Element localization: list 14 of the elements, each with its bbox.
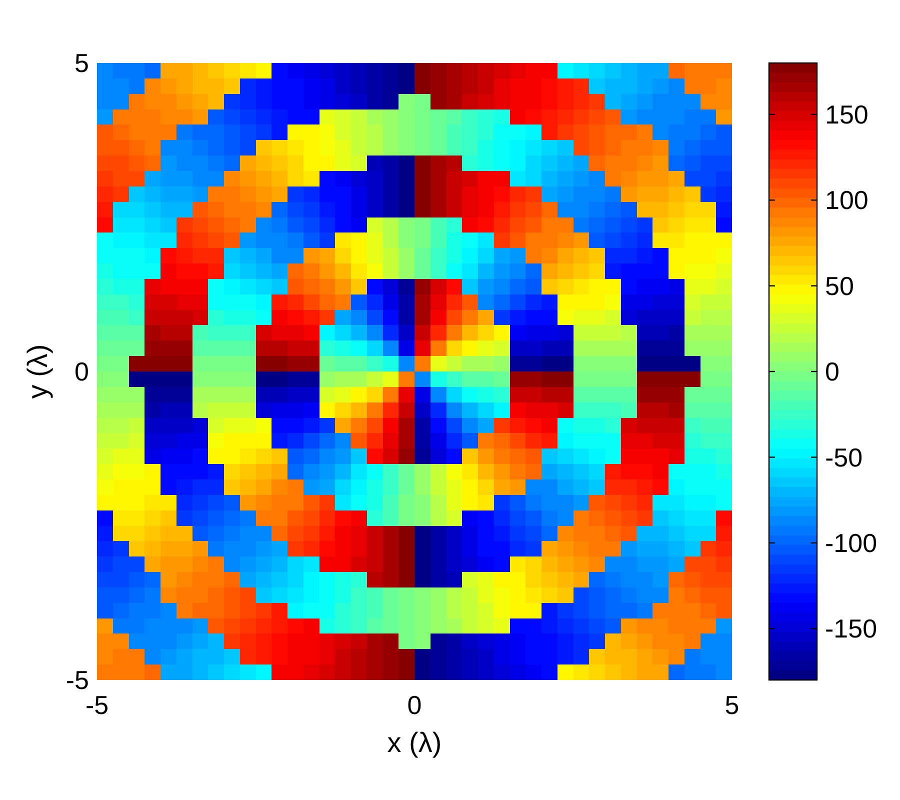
color-bar-label: 50 bbox=[825, 270, 854, 301]
x-tick-label: 0 bbox=[407, 690, 422, 720]
color-bar-label: -100 bbox=[825, 528, 878, 558]
y-tick-label: 0 bbox=[74, 356, 89, 387]
x-axis-title: x (λ) bbox=[387, 727, 442, 758]
color-bar-label: -50 bbox=[825, 442, 863, 472]
y-axis-title: y (λ) bbox=[22, 344, 53, 399]
x-tick-label: 5 bbox=[724, 690, 740, 720]
y-tick-label: 5 bbox=[74, 48, 89, 78]
color-bar-label: 150 bbox=[825, 100, 868, 130]
color-bar-label: 100 bbox=[825, 185, 868, 216]
color-bar-label: 0 bbox=[825, 356, 840, 387]
color-bar-label: -150 bbox=[825, 614, 878, 644]
y-tick-label: -5 bbox=[66, 665, 89, 696]
